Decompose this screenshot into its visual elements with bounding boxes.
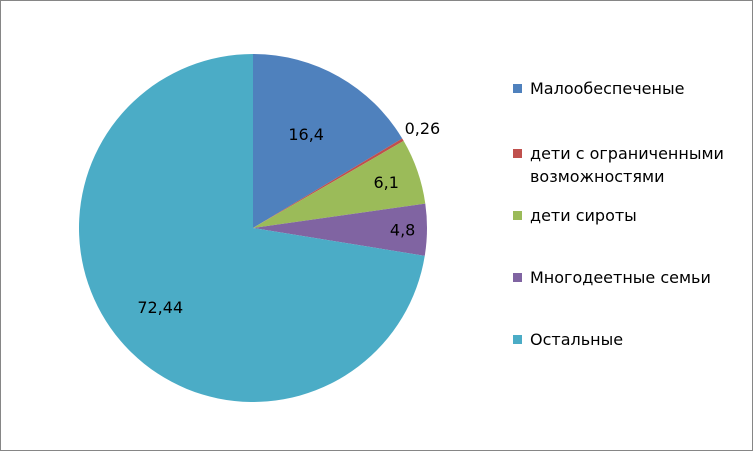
- legend-label: дети сироты: [530, 206, 637, 225]
- legend-swatch: [513, 149, 522, 158]
- pie-slice-0: [253, 54, 403, 228]
- pie-slice-1: [253, 138, 404, 228]
- pie-slice-2: [253, 140, 426, 228]
- pie-slice-3: [253, 203, 428, 256]
- data-label-0: 16,4: [288, 125, 324, 144]
- legend-label: Многодеетные семьи: [530, 268, 711, 287]
- legend-swatch: [513, 211, 522, 220]
- data-label-1: 0,26: [405, 119, 441, 138]
- legend-label: дети с ограниченными возможностями: [530, 144, 724, 186]
- pie-slices: [79, 54, 428, 403]
- legend-swatch: [513, 84, 522, 93]
- data-label-2: 6,1: [373, 173, 398, 192]
- legend-label: Малообеспеченые: [530, 79, 685, 98]
- data-label-4: 72,44: [137, 298, 183, 317]
- pie-data-labels: 16,4 0,26 6,1 4,8 72,44: [137, 119, 440, 317]
- legend-label: Остальные: [530, 330, 624, 349]
- legend-swatch: [513, 335, 522, 344]
- legend-swatch: [513, 273, 522, 282]
- data-label-3: 4,8: [390, 221, 415, 240]
- pie-slice-4: [79, 54, 425, 403]
